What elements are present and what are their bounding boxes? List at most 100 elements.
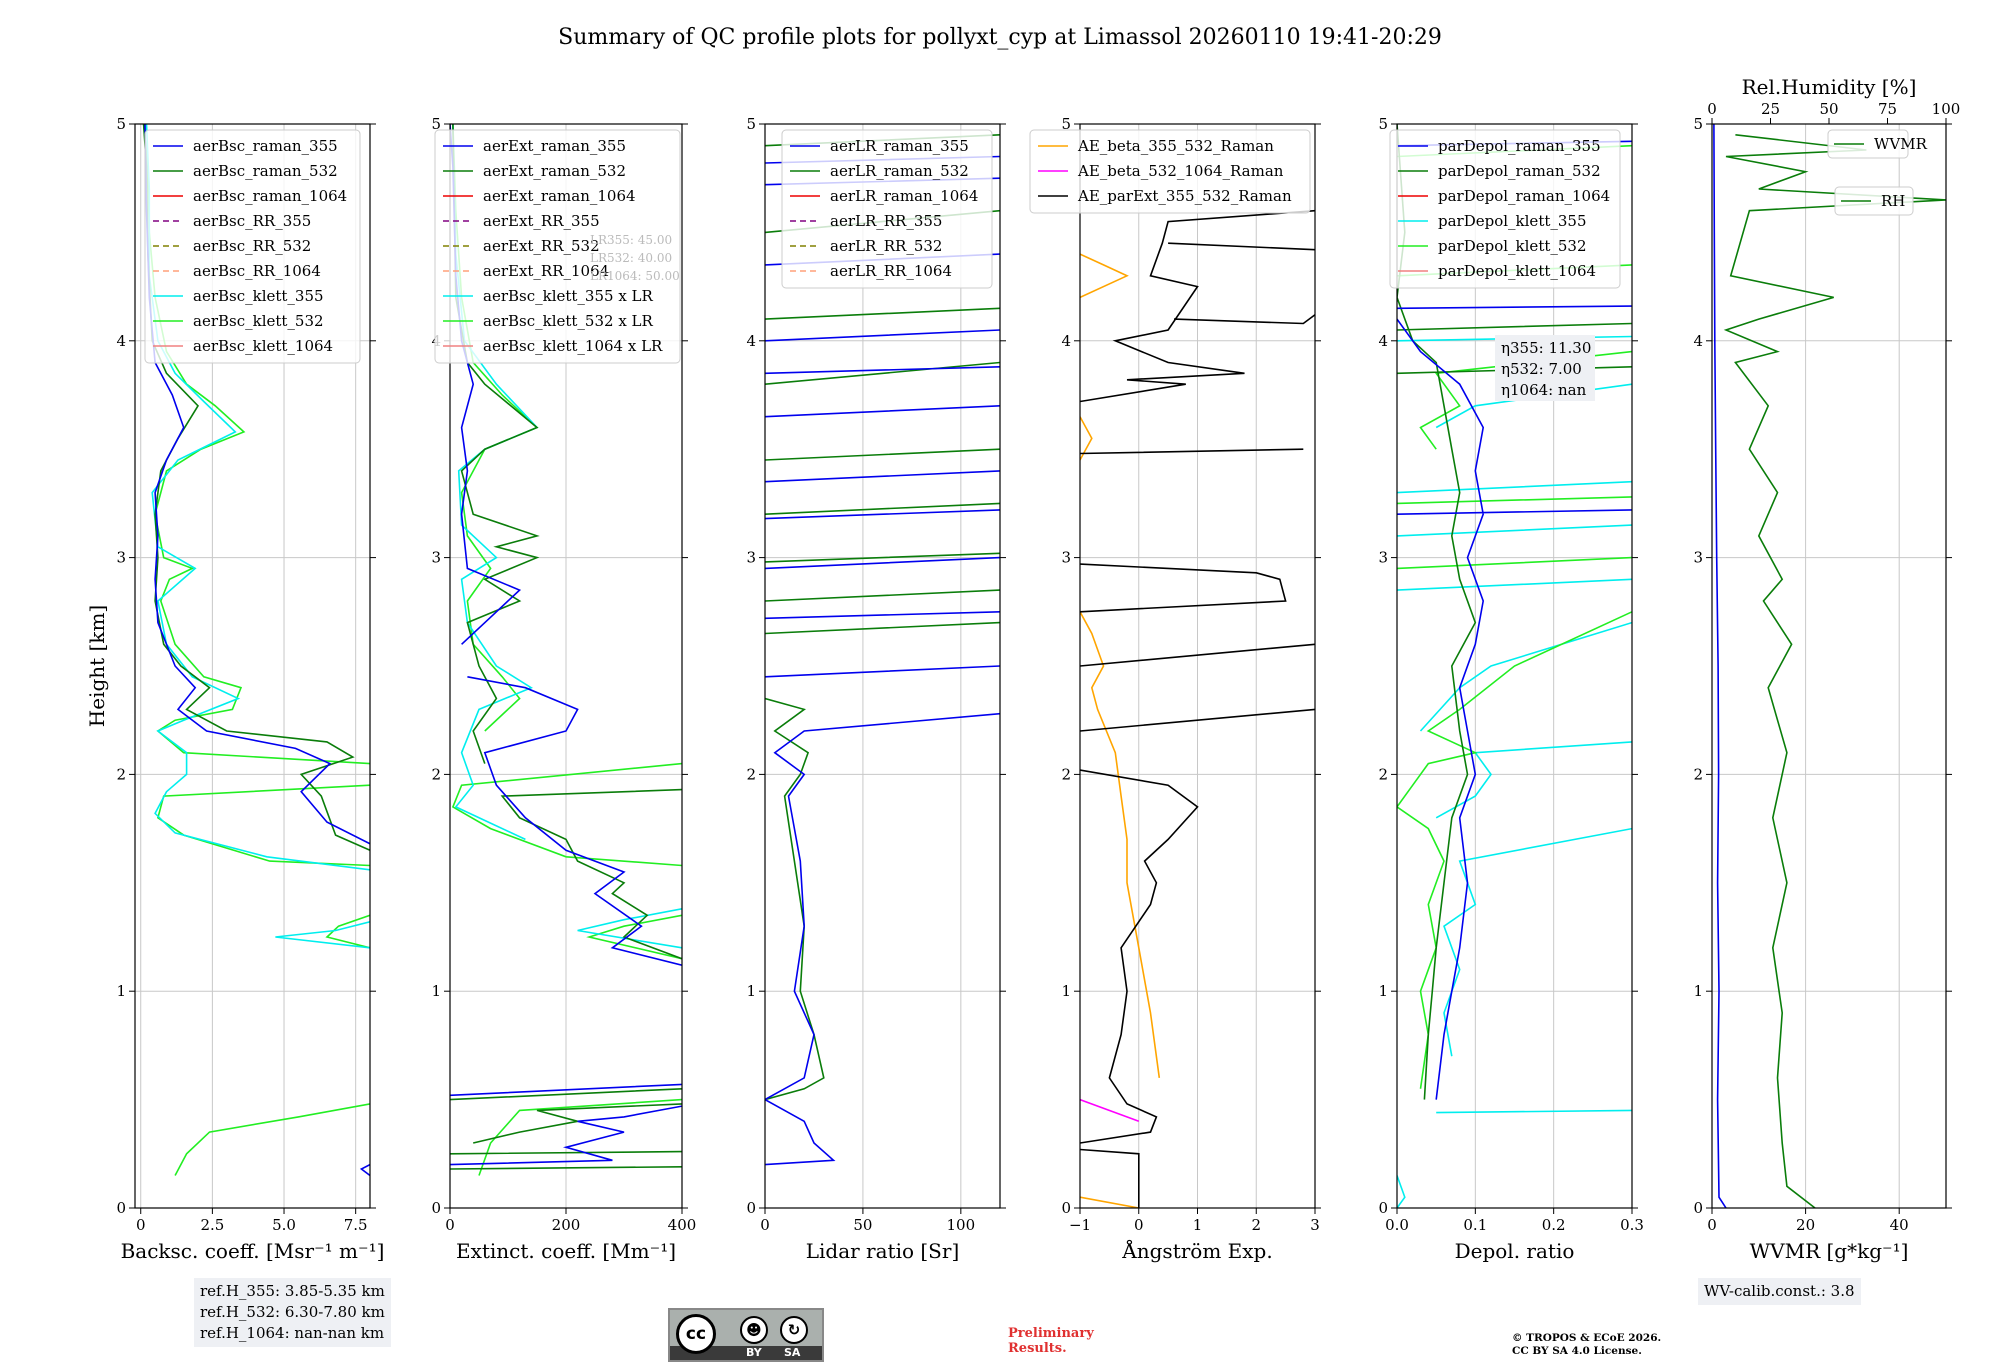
axes-frame <box>1396 123 1633 1209</box>
x-tick-label: 1 <box>1193 1216 1203 1234</box>
eta-value: η355: 11.30 <box>1501 339 1591 357</box>
y-tick-label: 2 <box>116 765 126 783</box>
y-tick-label: 1 <box>1061 982 1071 1000</box>
legend-box <box>781 129 993 289</box>
y-tick-label: 2 <box>1378 765 1388 783</box>
legend-entry: aerLR_RR_532 <box>830 237 942 255</box>
y-tick-label: 1 <box>116 982 126 1000</box>
series-group <box>142 124 370 1177</box>
x-axis-label: Ångström Exp. <box>1121 1238 1272 1263</box>
top-axis-label: Rel.Humidity [%] <box>1742 75 1917 99</box>
ref-height-532: ref.H_532: 6.30-7.80 km <box>200 1303 385 1321</box>
legend-entry: aerBsc_RR_1064 <box>193 262 321 280</box>
series-line-parDepol_raman_355 <box>1397 140 1632 1100</box>
x-tick-label: 0 <box>760 1216 770 1234</box>
y-tick-label: 4 <box>1061 332 1071 350</box>
y-tick-label: 4 <box>746 332 756 350</box>
y-tick-label: 3 <box>431 549 441 567</box>
x-tick-label: 20 <box>1796 1216 1815 1234</box>
legend-entry: aerExt_raman_355 <box>483 137 626 155</box>
legend-entry: aerExt_raman_532 <box>483 162 626 180</box>
x-tick-label: 0.0 <box>1385 1216 1409 1234</box>
legend-entry: aerExt_raman_1064 <box>483 187 636 205</box>
y-tick-label: 0 <box>746 1199 756 1217</box>
series-line-parDepol_klett_355 <box>1397 335 1632 1208</box>
series-line-WVMR <box>1713 124 1727 1208</box>
axes-frame <box>134 123 371 1209</box>
axes-frame <box>764 123 1001 1209</box>
x-tick-label: 3 <box>1310 1216 1320 1234</box>
panel-depol: 0.0 0.1 0.2 0.3 0 1 2 3 4 5 Depol. ratio parDepol_r… <box>1378 115 1643 1263</box>
legend-entry: parDepol_raman_355 <box>1438 137 1601 155</box>
y-tick-label: 0 <box>116 1199 126 1217</box>
legend-box <box>434 129 681 364</box>
y-tick-label: 2 <box>746 765 756 783</box>
copyright-line-1: © TROPOS & ECoE 2026. <box>1512 1332 1662 1344</box>
legend-entry: aerBsc_klett_355 x LR <box>483 287 654 305</box>
y-tick-label: 5 <box>431 115 441 133</box>
preliminary-note: Preliminary Results. <box>1008 1326 1094 1356</box>
legend-entry: aerBsc_klett_355 <box>193 287 324 305</box>
y-tick-label: 5 <box>1061 115 1071 133</box>
y-tick-label: 4 <box>1693 332 1703 350</box>
legend-entry: aerExt_RR_532 <box>483 237 600 255</box>
x-tick-label: 5.0 <box>272 1216 296 1234</box>
series-group <box>1713 124 1946 1208</box>
legend-entry: parDepol_raman_532 <box>1438 162 1601 180</box>
lidar-ratio-annotation: LR1064: 50.00 <box>590 269 680 283</box>
series-line-aerBsc_raman_355 <box>144 124 370 1177</box>
x-axis-label: WVMR [g*kg⁻¹] <box>1750 1239 1909 1263</box>
legend-entry: aerBsc_klett_532 <box>193 312 324 330</box>
x-tick-label: 400 <box>668 1216 697 1234</box>
figure-title: Summary of QC profile plots for pollyxt_… <box>558 25 1442 50</box>
series-line-AE_parExt_355_532_Raman <box>1080 209 1315 1208</box>
legend-entry: parDepol_klett_1064 <box>1438 262 1596 280</box>
panel-lidar_ratio: 0 50 100 0 1 2 3 4 5 Lidar ratio [Sr] aerLR_raman_… <box>746 115 1006 1263</box>
legend-entry: aerBsc_klett_1064 <box>193 337 333 355</box>
y-tick-label: 1 <box>746 982 756 1000</box>
legend-entry: aerBsc_klett_1064 x LR <box>483 337 663 355</box>
legend-entry: aerExt_RR_1064 <box>483 262 609 280</box>
legend-entry: aerBsc_RR_532 <box>193 237 311 255</box>
series-line-RH <box>1723 134 1946 1208</box>
eta-value: η532: 7.00 <box>1501 360 1582 378</box>
legend-entry: aerBsc_klett_532 x LR <box>483 312 654 330</box>
legend-entry: aerLR_raman_355 <box>830 137 969 155</box>
series-group <box>1080 209 1315 1208</box>
x-tick-label: 0 <box>1707 1216 1717 1234</box>
x-tick-label: 0.1 <box>1463 1216 1487 1234</box>
preliminary-line-2: Results. <box>1008 1341 1067 1356</box>
axes-frame <box>1711 123 1947 1209</box>
legend-entry: AE_beta_532_1064_Raman <box>1077 162 1284 180</box>
legend-box <box>1834 186 1914 216</box>
cc-icon: cc <box>676 1314 716 1354</box>
panel-extinction: 0200400012345Extinct. coeff. [Mm⁻¹]aerEx… <box>431 115 696 1263</box>
y-tick-label: 3 <box>1378 549 1388 567</box>
x-tick-label: −1 <box>1069 1216 1091 1234</box>
x-tick-label: 2.5 <box>200 1216 224 1234</box>
lidar-ratio-annotation: LR532: 40.00 <box>590 251 672 265</box>
series-group <box>1397 124 1632 1208</box>
x-tick-label: 0.2 <box>1542 1216 1566 1234</box>
series-line-aerBsc_klett_532 x LR <box>451 124 682 1176</box>
y-tick-label: 1 <box>431 982 441 1000</box>
panel-backscatter: 0 2.5 5.0 7.5 0 1 2 3 4 5 Backsc. coeff. [Msr⁻¹ m⁻… <box>85 115 384 1263</box>
y-tick-label: 5 <box>746 115 756 133</box>
sa-label: SA <box>784 1346 801 1359</box>
legend-entry: RH <box>1881 192 1905 210</box>
series-line-parDepol_klett_532 <box>1397 144 1632 1089</box>
legend-entry: aerExt_RR_355 <box>483 212 600 230</box>
x-axis-label: Depol. ratio <box>1455 1239 1575 1263</box>
copyright-line-2: CC BY SA 4.0 License. <box>1512 1345 1642 1357</box>
top-x-tick-label: 100 <box>1932 100 1961 118</box>
y-tick-label: 3 <box>116 549 126 567</box>
reference-height-box: ref.H_355: 3.85-5.35 km ref.H_532: 6.30-… <box>194 1278 391 1347</box>
y-tick-label: 4 <box>1378 332 1388 350</box>
legend-entry: AE_parExt_355_532_Raman <box>1077 187 1292 205</box>
legend-entry: aerBsc_RR_355 <box>193 212 311 230</box>
legend: AE_beta_355_532_Raman AE_beta_532_1064_Ra… <box>1029 129 1311 214</box>
preliminary-line-1: Preliminary <box>1008 1326 1094 1341</box>
legend: parDepol_raman_355 parDepol_raman_532 parD… <box>1389 129 1621 289</box>
